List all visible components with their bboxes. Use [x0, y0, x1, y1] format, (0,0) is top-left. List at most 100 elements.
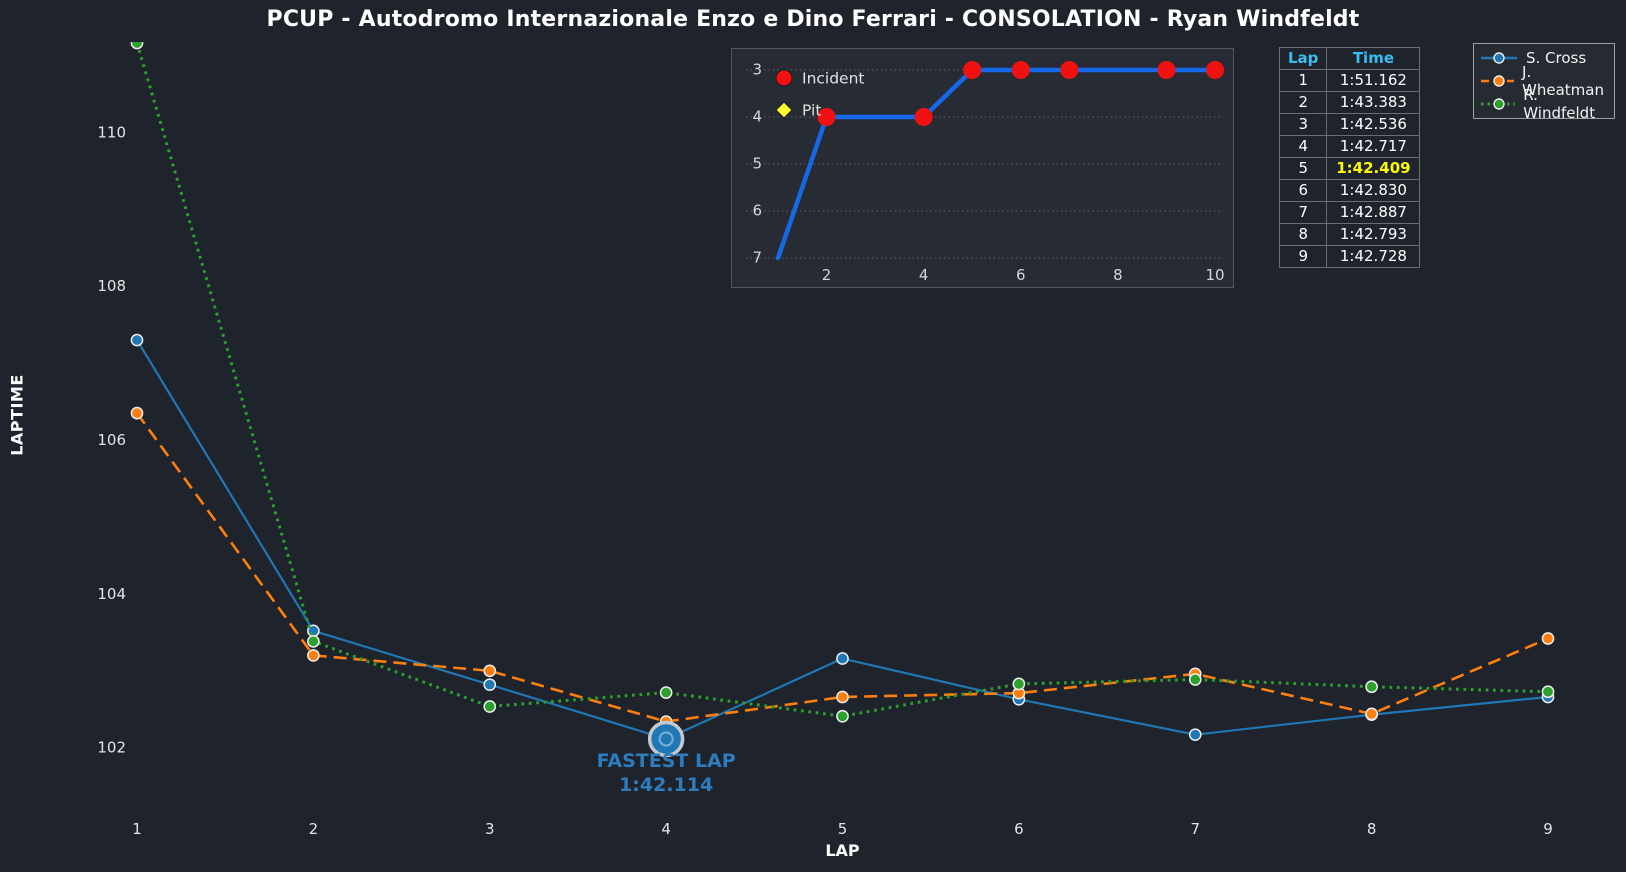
series-legend: S. Cross J. Wheatman R. Windfeldt — [1473, 43, 1615, 122]
lap-table-row: 6 1:42.830 — [1278, 179, 1421, 202]
lap-number-cell: 7 — [1278, 201, 1328, 224]
lap-table-row: 4 1:42.717 — [1278, 135, 1421, 158]
x-axis-tick-label: 1 — [132, 820, 142, 838]
incident-marker — [1011, 61, 1030, 79]
lap-number-cell: 2 — [1278, 91, 1328, 114]
inset-y-tick-label: 5 — [752, 155, 762, 173]
lap-table-row: 7 1:42.887 — [1278, 201, 1421, 224]
data-point-marker — [307, 649, 320, 662]
lap-number-cell: 6 — [1278, 179, 1328, 202]
legend-line-sample — [1481, 97, 1516, 110]
lap-header-cell: Lap — [1278, 47, 1328, 70]
legend-sample-marker — [1493, 97, 1505, 110]
lap-time-cell: 1:51.162 — [1326, 69, 1421, 92]
pit-legend-icon — [775, 101, 793, 119]
y-axis-tick-label: 110 — [97, 123, 126, 141]
fastest-lap-marker — [647, 720, 685, 758]
data-point-marker — [1541, 632, 1555, 645]
legend-entry-label: S. Cross — [1526, 49, 1587, 67]
incident-marker — [963, 61, 982, 79]
data-point-marker — [1365, 680, 1378, 694]
lap-time-table: Lap Time 1 1:51.162 2 1:43.383 3 1:42.536 4 1:4… — [1278, 47, 1421, 268]
inset-y-tick-label: 4 — [752, 108, 762, 126]
lap-number-cell: 3 — [1278, 113, 1328, 136]
lap-table-row: 9 1:42.728 — [1278, 245, 1421, 268]
data-point-marker — [836, 690, 849, 704]
data-point-marker — [307, 635, 320, 648]
data-point-marker — [836, 652, 849, 665]
inset-x-tick-label: 6 — [1016, 266, 1026, 284]
x-axis-tick-label: 9 — [1543, 820, 1553, 838]
lap-axis-label: LAP — [825, 841, 860, 860]
y-axis-tick-label: 104 — [97, 585, 126, 603]
x-axis-tick-label: 6 — [1014, 820, 1024, 838]
x-axis-tick-label: 5 — [838, 820, 848, 838]
incident-legend-icon — [775, 69, 793, 87]
lap-number-cell: 4 — [1278, 135, 1328, 158]
lap-table-row: 8 1:42.793 — [1278, 223, 1421, 246]
data-point-marker — [1541, 685, 1555, 699]
data-point-marker — [836, 709, 849, 723]
series-line-s-cross — [136, 339, 1549, 741]
fastest-lap-marker-inner-ring — [658, 731, 674, 747]
y-axis-tick-label: 108 — [97, 277, 126, 295]
data-point-marker — [659, 686, 673, 699]
data-point-marker — [483, 664, 497, 678]
y-axis-tick-label: 106 — [97, 431, 126, 449]
data-point-marker — [1188, 728, 1202, 742]
data-point-marker — [1365, 707, 1378, 721]
x-axis-tick-label: 7 — [1190, 820, 1200, 838]
position-inset-plot: 3 4 5 6 7 2 4 6 8 10 Incident Pit — [746, 61, 1225, 284]
lap-time-cell: 1:42.887 — [1326, 201, 1421, 224]
inset-y-tick-label: 7 — [752, 249, 762, 267]
x-axis-tick-label: 8 — [1367, 820, 1377, 838]
incident-marker — [817, 108, 836, 126]
time-header-cell: Time — [1326, 47, 1421, 70]
y-axis-tick-label: 102 — [97, 739, 126, 757]
data-point-marker — [483, 700, 497, 713]
inset-y-tick-label: 3 — [752, 61, 762, 79]
legend-entry-label: J. Wheatman — [1522, 62, 1604, 99]
data-point-marker — [1012, 677, 1026, 691]
x-axis-tick-label: 3 — [485, 820, 495, 838]
lap-number-cell: 9 — [1278, 245, 1328, 268]
legend-entry: J. Wheatman — [1480, 63, 1608, 99]
x-axis-tick-label: 2 — [309, 820, 319, 838]
inset-x-tick-label: 10 — [1205, 266, 1224, 284]
inset-x-tick-label: 2 — [822, 266, 832, 284]
incident-marker — [1206, 61, 1225, 79]
lap-time-cell: 1:43.383 — [1326, 91, 1421, 114]
lap-table-row: 2 1:43.383 — [1278, 91, 1421, 114]
lap-time-cell: 1:42.717 — [1326, 135, 1421, 158]
lap-table-header-row: Lap Time — [1278, 47, 1421, 70]
lap-time-cell: 1:42.793 — [1326, 223, 1421, 246]
incident-legend-label: Incident — [802, 70, 865, 88]
plot-area — [130, 42, 1555, 746]
incident-marker — [914, 108, 933, 126]
lap-time-cell: 1:42.728 — [1326, 245, 1421, 268]
data-point-marker — [130, 333, 144, 347]
inset-x-tick-label: 8 — [1113, 266, 1123, 284]
fastest-lap-annotation-value: 1:42.114 — [619, 774, 713, 796]
lap-table-row: 1 1:51.162 — [1278, 69, 1421, 92]
lap-time-cell: 1:42.536 — [1326, 113, 1421, 136]
data-point-marker — [483, 678, 497, 692]
incident-marker — [1060, 61, 1079, 79]
lap-table-row: 3 1:42.536 — [1278, 113, 1421, 136]
legend-entry: S. Cross — [1480, 47, 1608, 69]
legend-sample-marker — [1493, 74, 1505, 87]
legend-entry: R. Windfeldt — [1480, 86, 1608, 122]
position-line — [775, 67, 1218, 261]
inset-x-tick-label: 4 — [919, 266, 929, 284]
data-point-marker — [130, 42, 144, 50]
lap-number-cell: 1 — [1278, 69, 1328, 92]
legend-entry-label: R. Windfeldt — [1523, 85, 1596, 122]
lap-number-cell: 5 — [1278, 157, 1328, 180]
legend-sample-marker — [1493, 52, 1505, 64]
inset-y-tick-label: 6 — [752, 202, 762, 220]
legend-line-sample — [1481, 52, 1517, 64]
legend-line-sample — [1481, 74, 1515, 87]
lap-time-cell: 1:42.830 — [1326, 179, 1421, 202]
